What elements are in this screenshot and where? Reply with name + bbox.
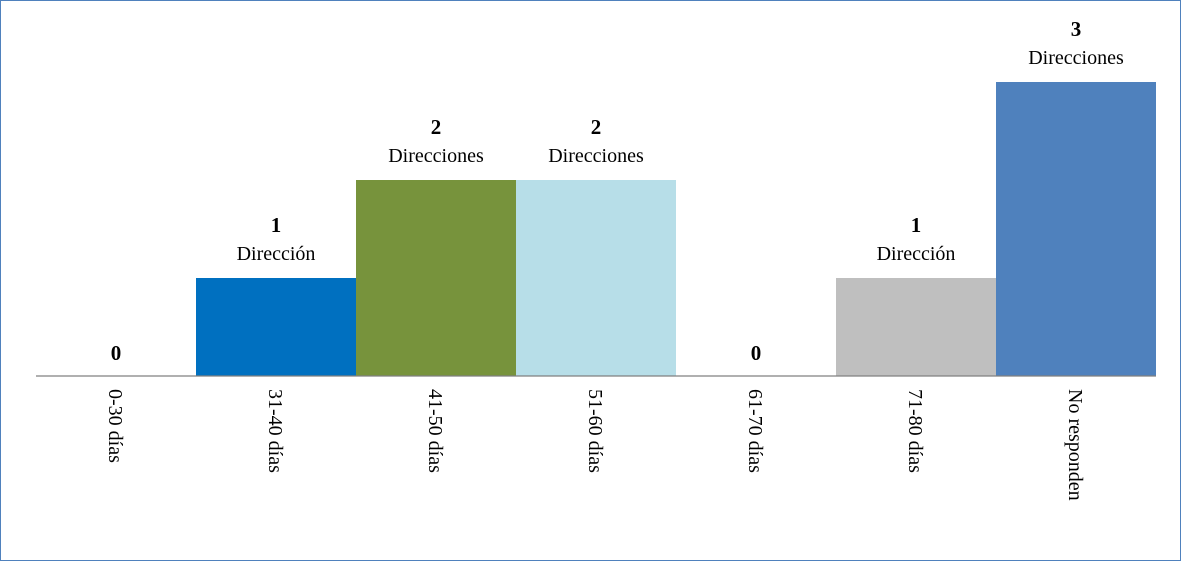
data-label-unit-3: Direcciones: [548, 145, 644, 167]
data-label-unit-1: Dirección: [237, 243, 316, 265]
data-label-value-0: 0: [111, 341, 122, 365]
data-label-unit-2: Direcciones: [388, 145, 484, 167]
bar-1: [196, 278, 356, 376]
x-tick-label-0: 0-30 días: [104, 389, 126, 463]
x-tick-label-3: 51-60 días: [584, 389, 606, 473]
data-label-unit-6: Direcciones: [1028, 47, 1124, 69]
data-label-value-5: 1: [911, 213, 922, 237]
bar-3: [516, 180, 676, 376]
data-label-unit-5: Dirección: [877, 243, 956, 265]
data-label-value-4: 0: [751, 341, 762, 365]
bar-2: [356, 180, 516, 376]
data-label-value-1: 1: [271, 213, 282, 237]
x-tick-label-2: 41-50 días: [424, 389, 446, 473]
data-label-value-2: 2: [431, 115, 442, 139]
x-tick-label-4: 61-70 días: [744, 389, 766, 473]
x-tick-label-5: 71-80 días: [904, 389, 926, 473]
bar-5: [836, 278, 996, 376]
bar-6: [996, 82, 1156, 376]
x-tick-label-1: 31-40 días: [264, 389, 286, 473]
x-tick-label-6: No responden: [1064, 389, 1086, 501]
data-label-value-3: 2: [591, 115, 602, 139]
data-label-value-6: 3: [1071, 17, 1082, 41]
